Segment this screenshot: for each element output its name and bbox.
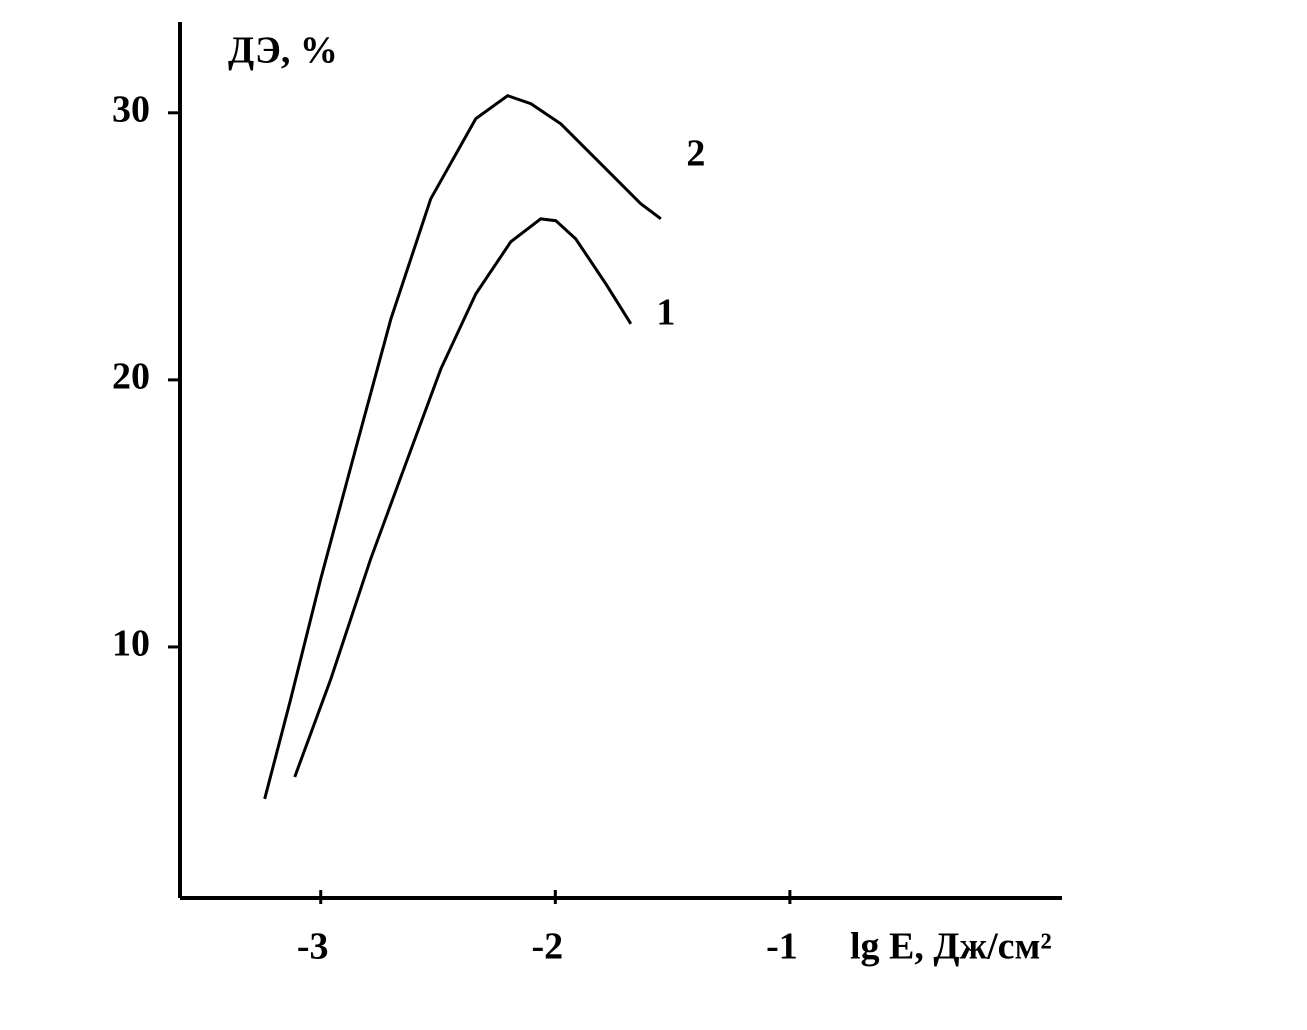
- series-label: 1: [656, 292, 675, 334]
- y-axis-label: ДЭ, %: [228, 30, 338, 72]
- x-tick-label: -1: [766, 926, 798, 968]
- y-tick-label: 10: [112, 623, 150, 665]
- line: [263, 94, 662, 800]
- x-tick-label: -2: [531, 926, 563, 968]
- series-label: 2: [686, 133, 705, 175]
- x-axis-label: lg E, Дж/см²: [850, 926, 1052, 968]
- x-tick-label: -3: [297, 926, 329, 968]
- line: [293, 217, 633, 778]
- y-tick-label: 30: [112, 89, 150, 131]
- y-tick-label: 20: [112, 356, 150, 398]
